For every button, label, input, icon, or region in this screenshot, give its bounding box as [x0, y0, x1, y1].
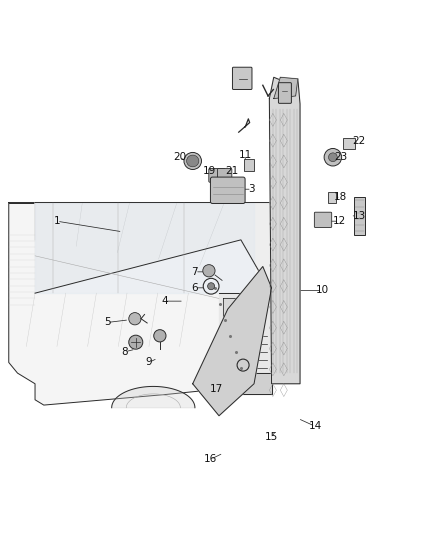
Text: 21: 21: [226, 166, 239, 175]
Text: 1: 1: [53, 216, 60, 226]
Text: 23: 23: [334, 152, 347, 162]
Text: 14: 14: [309, 422, 322, 431]
FancyBboxPatch shape: [353, 197, 364, 235]
Polygon shape: [269, 77, 300, 384]
Polygon shape: [193, 266, 272, 416]
Circle shape: [154, 329, 166, 342]
Circle shape: [129, 312, 141, 325]
Circle shape: [208, 282, 215, 290]
FancyBboxPatch shape: [218, 168, 232, 182]
Text: 16: 16: [204, 455, 217, 464]
FancyBboxPatch shape: [210, 177, 245, 204]
Polygon shape: [35, 203, 272, 293]
Text: 7: 7: [191, 267, 198, 277]
Circle shape: [324, 149, 342, 166]
Text: 3: 3: [248, 184, 255, 194]
Text: 10: 10: [315, 286, 328, 295]
FancyBboxPatch shape: [233, 67, 252, 90]
Polygon shape: [223, 298, 263, 330]
Text: 9: 9: [145, 358, 152, 367]
Polygon shape: [35, 203, 254, 293]
FancyBboxPatch shape: [328, 192, 336, 203]
Text: 8: 8: [121, 347, 128, 357]
Polygon shape: [274, 77, 298, 99]
Text: 15: 15: [265, 432, 278, 442]
Text: 18: 18: [334, 192, 347, 202]
Text: 13: 13: [353, 211, 366, 221]
Polygon shape: [9, 203, 272, 405]
Text: 20: 20: [173, 152, 186, 162]
Polygon shape: [219, 293, 272, 384]
Text: 22: 22: [353, 136, 366, 146]
Polygon shape: [112, 386, 195, 408]
FancyBboxPatch shape: [343, 138, 355, 149]
Text: 12: 12: [333, 216, 346, 226]
FancyBboxPatch shape: [314, 212, 332, 228]
Circle shape: [129, 335, 143, 349]
Ellipse shape: [187, 155, 199, 167]
Circle shape: [328, 153, 337, 161]
Text: 17: 17: [210, 384, 223, 394]
FancyBboxPatch shape: [209, 168, 225, 182]
FancyBboxPatch shape: [279, 83, 291, 103]
Text: 19: 19: [203, 166, 216, 175]
FancyBboxPatch shape: [244, 159, 254, 171]
Text: 6: 6: [191, 283, 198, 293]
Text: 11: 11: [239, 150, 252, 159]
Text: 4: 4: [161, 296, 168, 306]
Polygon shape: [219, 373, 272, 394]
Circle shape: [203, 264, 215, 277]
Ellipse shape: [184, 152, 201, 169]
Text: 5: 5: [104, 318, 111, 327]
